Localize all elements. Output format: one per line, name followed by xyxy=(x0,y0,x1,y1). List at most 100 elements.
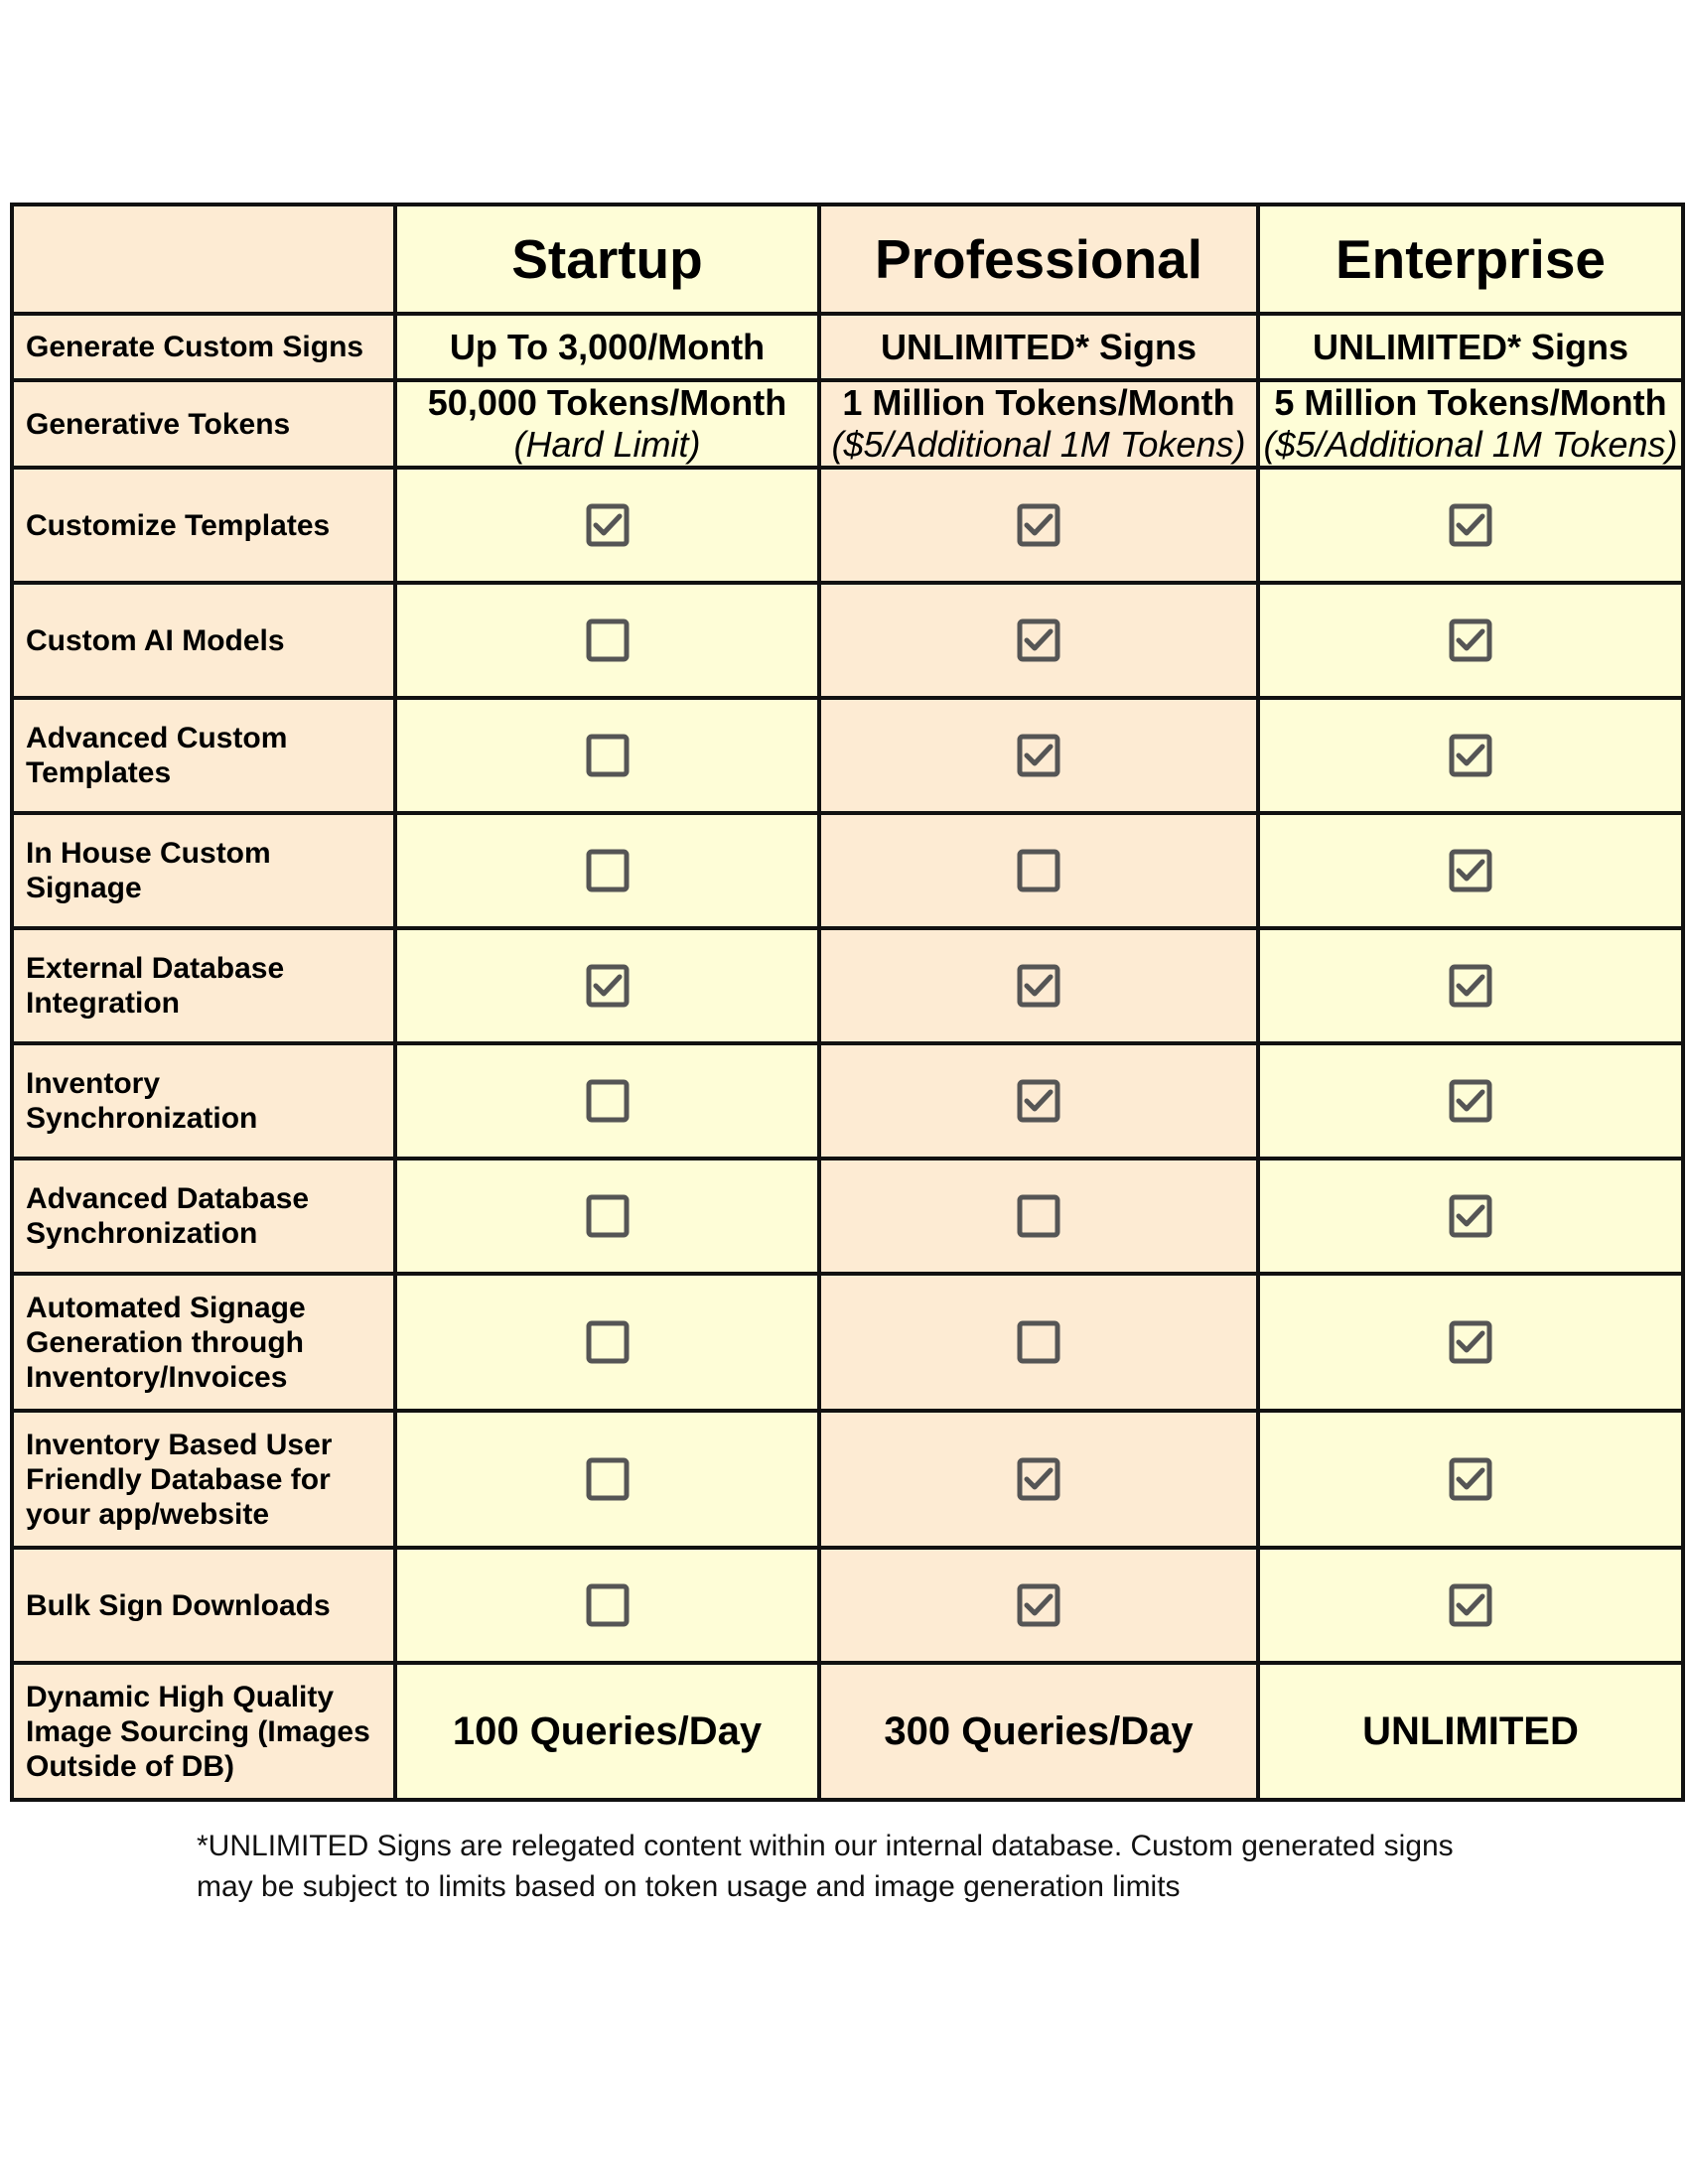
row-label: Inventory Synchronization xyxy=(10,1041,397,1160)
feature-cell-startup xyxy=(393,581,821,700)
feature-cell-enterprise xyxy=(1256,1157,1685,1276)
checked-checkbox-icon xyxy=(1017,503,1060,547)
tokens-note: ($5/Additional 1M Tokens) xyxy=(831,424,1246,465)
unchecked-checkbox-icon xyxy=(586,1194,630,1238)
checked-checkbox-icon xyxy=(586,964,630,1008)
row-label: Advanced Custom Templates xyxy=(10,696,397,815)
feature-row: In House Custom Signage xyxy=(10,811,1685,930)
checked-checkbox-icon xyxy=(1017,734,1060,777)
tokens-note: ($5/Additional 1M Tokens) xyxy=(1263,424,1678,465)
feature-cell-professional xyxy=(817,1157,1260,1276)
checked-checkbox-icon xyxy=(1449,1320,1492,1364)
feature-cell-enterprise xyxy=(1256,466,1685,585)
pricing-comparison-table: Startup Professional Enterprise Generate… xyxy=(10,203,1685,1802)
feature-row: Inventory Based User Friendly Database f… xyxy=(10,1409,1685,1550)
signs-row: Generate Custom Signs Up To 3,000/Month … xyxy=(10,312,1685,382)
feature-row: External Database Integration xyxy=(10,926,1685,1045)
row-label: In House Custom Signage xyxy=(10,811,397,930)
feature-cell-professional xyxy=(817,1546,1260,1665)
feature-cell-startup xyxy=(393,696,821,815)
feature-cell-professional xyxy=(817,926,1260,1045)
unchecked-checkbox-icon xyxy=(586,1457,630,1501)
checked-checkbox-icon xyxy=(1449,849,1492,892)
header-corner-cell xyxy=(10,203,397,316)
feature-row: Automated Signage Generation through Inv… xyxy=(10,1272,1685,1413)
checked-checkbox-icon xyxy=(1449,1079,1492,1123)
feature-cell-enterprise xyxy=(1256,1546,1685,1665)
tokens-note: (Hard Limit) xyxy=(513,424,701,465)
feature-cell-startup xyxy=(393,926,821,1045)
feature-row: Custom AI Models xyxy=(10,581,1685,700)
row-label: Generative Tokens xyxy=(10,378,397,470)
checked-checkbox-icon xyxy=(1449,964,1492,1008)
unchecked-checkbox-icon xyxy=(586,734,630,777)
feature-cell-professional xyxy=(817,1409,1260,1550)
row-label: Inventory Based User Friendly Database f… xyxy=(10,1409,397,1550)
feature-cell-enterprise xyxy=(1256,811,1685,930)
checked-checkbox-icon xyxy=(1449,1583,1492,1627)
tokens-row: Generative Tokens 50,000 Tokens/Month (H… xyxy=(10,378,1685,470)
feature-row: Advanced Custom Templates xyxy=(10,696,1685,815)
unchecked-checkbox-icon xyxy=(1017,849,1060,892)
unchecked-checkbox-icon xyxy=(586,1079,630,1123)
image-sourcing-row: Dynamic High Quality Image Sourcing (Ima… xyxy=(10,1661,1685,1802)
feature-cell-startup xyxy=(393,466,821,585)
unchecked-checkbox-icon xyxy=(1017,1194,1060,1238)
row-label: Custom AI Models xyxy=(10,581,397,700)
checked-checkbox-icon xyxy=(1449,503,1492,547)
row-label: Customize Templates xyxy=(10,466,397,585)
checked-checkbox-icon xyxy=(1449,1194,1492,1238)
tokens-value-startup: 50,000 Tokens/Month (Hard Limit) xyxy=(393,378,821,470)
feature-cell-enterprise xyxy=(1256,581,1685,700)
signs-value-professional: UNLIMITED* Signs xyxy=(817,312,1260,382)
feature-row: Inventory Synchronization xyxy=(10,1041,1685,1160)
unchecked-checkbox-icon xyxy=(586,1583,630,1627)
plan-header-row: Startup Professional Enterprise xyxy=(10,203,1685,316)
plan-name-startup: Startup xyxy=(393,203,821,316)
footnote: *UNLIMITED Signs are relegated content w… xyxy=(197,1830,1454,1903)
feature-row: Bulk Sign Downloads xyxy=(10,1546,1685,1665)
row-label: Advanced Database Synchronization xyxy=(10,1157,397,1276)
checked-checkbox-icon xyxy=(1017,1583,1060,1627)
feature-cell-startup xyxy=(393,811,821,930)
signs-value-startup: Up To 3,000/Month xyxy=(393,312,821,382)
row-label: Bulk Sign Downloads xyxy=(10,1546,397,1665)
feature-cell-startup xyxy=(393,1272,821,1413)
feature-row: Customize Templates xyxy=(10,466,1685,585)
feature-cell-professional xyxy=(817,1041,1260,1160)
checked-checkbox-icon xyxy=(1449,734,1492,777)
feature-row: Advanced Database Synchronization xyxy=(10,1157,1685,1276)
row-label: Generate Custom Signs xyxy=(10,312,397,382)
checked-checkbox-icon xyxy=(1449,1457,1492,1501)
feature-cell-enterprise xyxy=(1256,696,1685,815)
checked-checkbox-icon xyxy=(1017,618,1060,662)
checked-checkbox-icon xyxy=(1449,618,1492,662)
unchecked-checkbox-icon xyxy=(1017,1320,1060,1364)
feature-cell-enterprise xyxy=(1256,926,1685,1045)
checked-checkbox-icon xyxy=(1017,964,1060,1008)
image-sourcing-value-startup: 100 Queries/Day xyxy=(393,1661,821,1802)
row-label: Automated Signage Generation through Inv… xyxy=(10,1272,397,1413)
image-sourcing-value-professional: 300 Queries/Day xyxy=(817,1661,1260,1802)
image-sourcing-value-enterprise: UNLIMITED xyxy=(1256,1661,1685,1802)
feature-cell-enterprise xyxy=(1256,1409,1685,1550)
feature-cell-professional xyxy=(817,1272,1260,1413)
checked-checkbox-icon xyxy=(586,503,630,547)
feature-cell-professional xyxy=(817,466,1260,585)
checked-checkbox-icon xyxy=(1017,1457,1060,1501)
plan-name-enterprise: Enterprise xyxy=(1256,203,1685,316)
plan-name-professional: Professional xyxy=(817,203,1260,316)
feature-cell-startup xyxy=(393,1041,821,1160)
feature-rows: Customize Templates Custom AI Models Advan… xyxy=(10,466,1685,1665)
tokens-amount: 5 Million Tokens/Month xyxy=(1274,382,1667,423)
tokens-value-professional: 1 Million Tokens/Month ($5/Additional 1M… xyxy=(817,378,1260,470)
feature-cell-startup xyxy=(393,1157,821,1276)
tokens-amount: 1 Million Tokens/Month xyxy=(842,382,1235,423)
feature-cell-professional xyxy=(817,811,1260,930)
tokens-amount: 50,000 Tokens/Month xyxy=(427,382,787,423)
row-label: External Database Integration xyxy=(10,926,397,1045)
feature-cell-startup xyxy=(393,1546,821,1665)
unchecked-checkbox-icon xyxy=(586,1320,630,1364)
tokens-value-enterprise: 5 Million Tokens/Month ($5/Additional 1M… xyxy=(1256,378,1685,470)
feature-cell-startup xyxy=(393,1409,821,1550)
